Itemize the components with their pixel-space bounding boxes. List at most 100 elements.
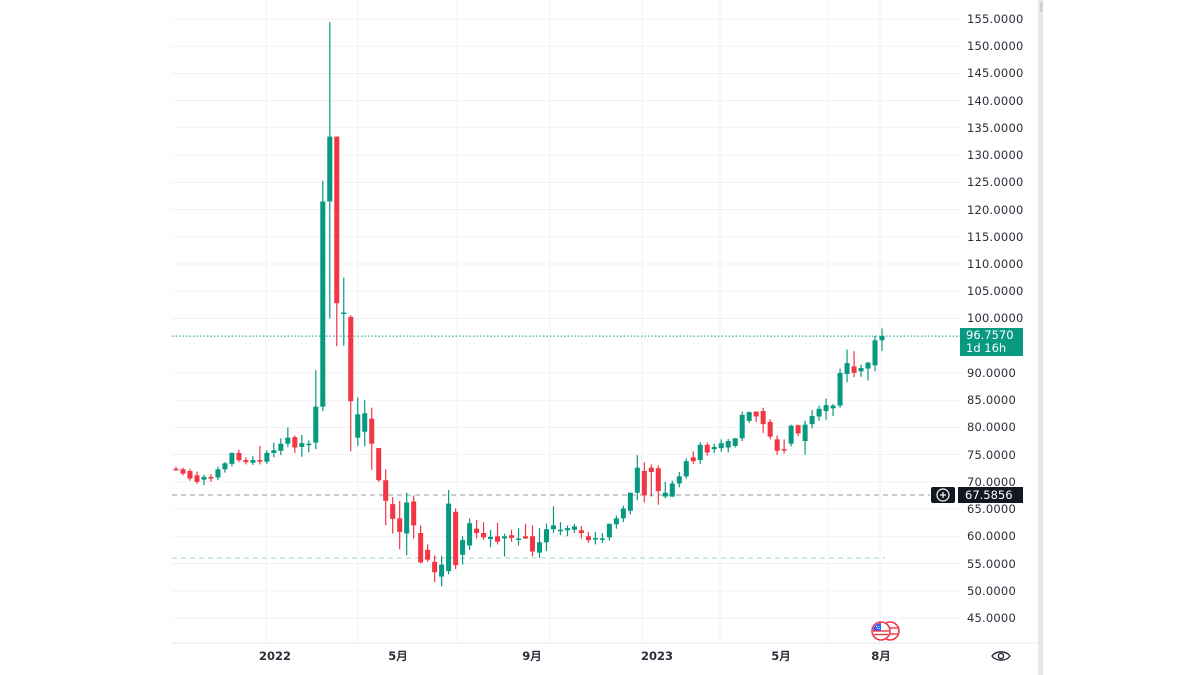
horizontal-lines [172, 335, 960, 559]
time-tick-label: 8月 [871, 649, 891, 663]
candle [809, 409, 815, 429]
candle [655, 465, 661, 505]
scrollbar-thumb[interactable] [1040, 2, 1043, 12]
candles [173, 22, 885, 587]
candle [641, 462, 647, 503]
candle [704, 442, 710, 456]
price-tick-label: 80.0000 [967, 420, 1016, 435]
price-tick-label: 140.0000 [967, 93, 1024, 108]
candle [173, 466, 179, 471]
candle [872, 335, 878, 372]
candle [844, 349, 850, 383]
candle [208, 474, 214, 482]
right-panel-scrollbar[interactable] [1038, 0, 1043, 675]
candle [383, 469, 389, 526]
price-tick-label: 60.0000 [967, 529, 1016, 544]
candle [432, 555, 438, 583]
candle [201, 474, 207, 486]
candle [606, 523, 612, 541]
price-tick-label: 100.0000 [967, 311, 1024, 326]
last-price-tag: 96.7570 1d 16h [960, 328, 1023, 356]
candle [879, 328, 885, 352]
price-tick-label: 90.0000 [967, 365, 1016, 380]
candle [194, 471, 200, 485]
price-tick-label: 70.0000 [967, 474, 1016, 489]
candle [278, 438, 284, 456]
candle [355, 397, 361, 446]
candle [830, 403, 836, 416]
price-tick-label: 150.0000 [967, 39, 1024, 54]
candle [781, 439, 787, 454]
candle [334, 136, 340, 347]
candle [439, 555, 445, 587]
candle [760, 407, 766, 433]
candle [404, 492, 410, 556]
candle [858, 364, 864, 377]
candle [187, 468, 193, 481]
candle [851, 351, 857, 378]
candle [306, 440, 312, 453]
grid-lines [172, 0, 960, 643]
candle [229, 452, 235, 467]
candle [634, 455, 640, 501]
candle [662, 481, 668, 499]
candle [467, 518, 473, 550]
price-tick-label: 85.0000 [967, 393, 1016, 408]
candle [536, 528, 543, 559]
candle [557, 522, 563, 536]
candle [837, 368, 843, 408]
candle [669, 480, 675, 498]
candle [718, 439, 724, 452]
candle [397, 500, 403, 550]
candle [320, 180, 326, 412]
candle [509, 529, 515, 542]
price-tick-label: 110.0000 [967, 257, 1024, 272]
candle [739, 411, 745, 441]
candle [753, 411, 759, 422]
candle [816, 405, 822, 421]
candle [453, 508, 459, 569]
us-flag-economic-event-icon[interactable] [868, 621, 902, 641]
candle [236, 449, 242, 463]
price-tick-label: 75.0000 [967, 447, 1016, 462]
candle [495, 522, 501, 545]
candle [795, 424, 801, 437]
candle [348, 315, 354, 452]
price-tick-label: 130.0000 [967, 148, 1024, 163]
add-alert-button[interactable] [931, 487, 955, 503]
candle [250, 456, 256, 465]
candle [285, 427, 291, 447]
candle [725, 438, 731, 453]
price-tick-label: 65.0000 [967, 502, 1016, 517]
candle [690, 451, 696, 464]
candle [222, 462, 228, 473]
candle [362, 400, 368, 447]
candle [683, 458, 689, 479]
price-tick-label: 135.0000 [967, 120, 1024, 135]
candle [341, 277, 347, 346]
candle [257, 445, 263, 465]
candle [376, 448, 382, 482]
candle [711, 443, 717, 453]
crosshair-price-tag: 67.5856 [958, 487, 1023, 503]
candle [481, 522, 487, 541]
bar-countdown: 1d 16h [966, 341, 1007, 355]
candle [676, 472, 682, 488]
eye-icon[interactable] [990, 649, 1012, 663]
candle [425, 544, 431, 562]
candle [578, 525, 584, 539]
candle [571, 523, 577, 534]
price-tick-label: 125.0000 [967, 175, 1024, 190]
candle [418, 525, 424, 564]
candle [774, 435, 780, 455]
candle [697, 442, 703, 464]
candle [502, 533, 508, 557]
candle [802, 420, 808, 455]
candle [543, 523, 549, 551]
last-price-value: 96.7570 [966, 328, 1014, 342]
price-tick-label: 105.0000 [967, 284, 1024, 299]
candle [599, 533, 605, 543]
time-tick-label: 2023 [640, 649, 674, 663]
